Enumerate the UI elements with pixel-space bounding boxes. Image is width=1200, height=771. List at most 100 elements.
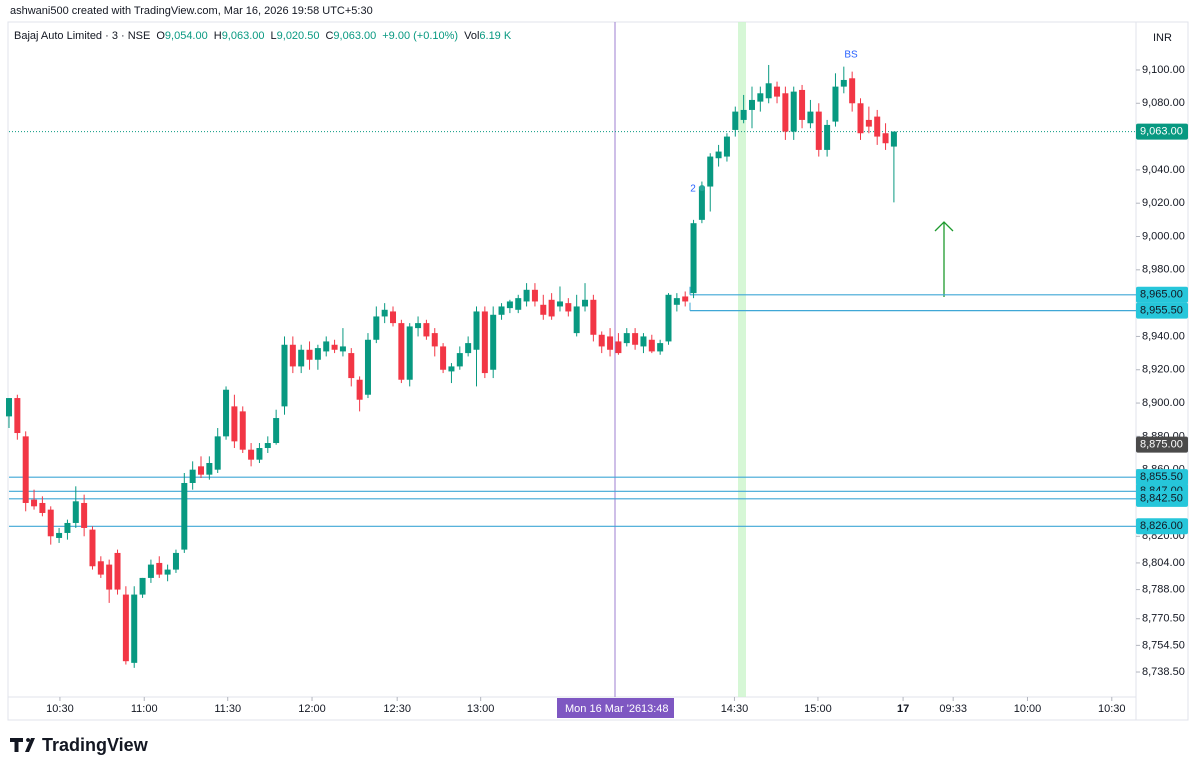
candle-body	[682, 296, 689, 302]
y-tick-label: 9,080.00	[1142, 97, 1185, 109]
marker: BS	[844, 50, 858, 61]
crosshair-time: 13:48	[641, 703, 669, 715]
price-line-box	[1136, 302, 1188, 319]
price-line-label: 8,955.50	[1140, 305, 1183, 317]
candle-body	[306, 349, 313, 360]
candle-body	[89, 529, 96, 567]
y-tick-label: 8,940.00	[1142, 330, 1185, 342]
candle-body	[498, 306, 505, 315]
candle-body	[406, 326, 413, 380]
candle-body	[239, 411, 246, 450]
marker-dot	[699, 185, 705, 191]
candle-body	[339, 346, 346, 352]
x-tick-label: 13:00	[467, 703, 495, 715]
x-tick-label: 11:30	[214, 703, 241, 715]
x-tick-label: 10:00	[1014, 703, 1042, 715]
candle-body	[840, 79, 847, 87]
candle-body	[14, 398, 21, 434]
ohlc-key: O	[156, 30, 165, 42]
y-tick-label: 8,804.00	[1142, 557, 1185, 569]
candle-body	[331, 344, 338, 350]
candle-body	[431, 333, 438, 347]
candle-body	[390, 311, 397, 324]
ohlc-key: L	[270, 30, 277, 42]
candle-body	[481, 311, 488, 374]
candle-body	[281, 344, 288, 407]
crosshair-price-box	[1136, 436, 1188, 453]
candle-body	[156, 562, 163, 575]
candle-body	[882, 133, 889, 144]
candle-body	[81, 502, 88, 528]
x-tick-label: 11:00	[131, 703, 158, 715]
candle-body	[31, 499, 38, 507]
candle-body	[890, 131, 897, 147]
candle-body	[607, 336, 614, 350]
candle-body	[640, 336, 647, 347]
x-tick-label: 10:30	[46, 703, 74, 715]
candle-body	[531, 289, 538, 302]
y-tick-label: 8,738.50	[1142, 666, 1185, 678]
price-line-label: 8,965.00	[1140, 289, 1183, 301]
ohlc-key: H	[213, 30, 222, 42]
candle-body	[214, 436, 221, 470]
highlight-band	[738, 22, 746, 697]
candle-body	[774, 86, 781, 97]
candle-body	[556, 301, 563, 307]
price-line-label: 8,826.00	[1140, 520, 1183, 532]
x-tick-label: 12:00	[298, 703, 326, 715]
volume-key: Vol	[464, 30, 480, 42]
candle-body	[56, 532, 63, 538]
candle-body	[815, 111, 822, 150]
candle-body	[131, 594, 138, 663]
candle-body	[506, 301, 513, 309]
candle-body	[139, 577, 146, 595]
candle-body	[423, 323, 430, 337]
candle-body	[590, 299, 597, 335]
price-line-box	[1136, 490, 1188, 507]
price-line-label: 8,855.50	[1140, 471, 1183, 483]
candle-body	[473, 311, 480, 350]
y-tick-label: 8,920.00	[1142, 364, 1185, 376]
candle-body	[874, 116, 881, 137]
arrow	[934, 221, 954, 297]
price-line-box	[1136, 518, 1188, 535]
y-tick-label: 8,754.50	[1142, 639, 1185, 651]
crosshair-time-box	[557, 698, 674, 718]
candle-body	[723, 136, 730, 157]
candle-body	[147, 564, 154, 578]
candle-body	[740, 109, 747, 120]
volume-value: 6.19 K	[479, 30, 512, 42]
candle-body	[164, 569, 171, 575]
candle-body	[398, 323, 405, 380]
candle-body	[298, 349, 305, 367]
candle-body	[39, 502, 46, 513]
ohlc-key: C	[325, 30, 334, 42]
y-tick-label: 8,770.50	[1142, 613, 1185, 625]
candle-body	[573, 306, 580, 334]
candle-body	[490, 314, 497, 370]
candle-body	[632, 333, 639, 345]
legend: Bajaj Auto Limited · 3 · NSE O 9,054.00 H 9,…	[14, 30, 511, 42]
candle-body	[765, 83, 772, 99]
candle-body	[707, 156, 714, 187]
candle-body	[465, 343, 472, 354]
x-tick-label: 14:30	[721, 703, 749, 715]
candle-body	[181, 482, 188, 550]
candle-body	[615, 341, 622, 354]
candle-body	[548, 299, 555, 317]
candle-body	[364, 339, 371, 395]
crosshair-price-label: 8,875.00	[1140, 439, 1183, 451]
price-line-label: 8,842.50	[1140, 493, 1183, 505]
candle-body	[790, 91, 797, 132]
candle-body	[189, 469, 196, 483]
candle-body	[665, 294, 672, 342]
candle-body	[323, 341, 330, 352]
candle-body	[824, 124, 831, 150]
ohlc-value: 9,020.50	[276, 30, 320, 42]
candle-body	[47, 509, 54, 537]
candle-body	[849, 78, 856, 104]
candle-body	[865, 119, 872, 127]
x-tick-label: 09:33	[939, 703, 967, 715]
candle-body	[807, 111, 814, 124]
